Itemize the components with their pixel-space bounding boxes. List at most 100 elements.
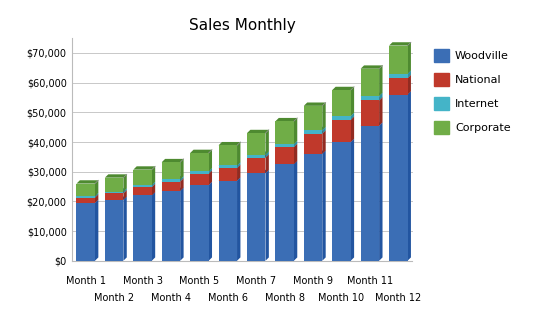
Bar	[190, 171, 208, 174]
Polygon shape	[180, 159, 184, 179]
Polygon shape	[361, 93, 382, 96]
Bar	[389, 78, 408, 94]
Bar	[389, 94, 408, 261]
Bar	[218, 165, 237, 168]
Polygon shape	[237, 177, 240, 261]
Polygon shape	[322, 130, 326, 154]
Polygon shape	[351, 87, 354, 116]
Bar	[162, 179, 180, 182]
Bar	[332, 142, 351, 261]
Title: Sales Monthly: Sales Monthly	[189, 18, 295, 33]
Polygon shape	[95, 200, 98, 261]
Polygon shape	[237, 162, 240, 168]
Polygon shape	[332, 113, 354, 116]
Polygon shape	[133, 166, 155, 169]
Polygon shape	[105, 188, 126, 192]
Polygon shape	[351, 139, 354, 261]
Polygon shape	[76, 200, 98, 203]
Polygon shape	[105, 190, 126, 193]
Bar	[218, 181, 237, 261]
Polygon shape	[322, 127, 326, 134]
Polygon shape	[276, 144, 297, 147]
Polygon shape	[266, 151, 269, 158]
Polygon shape	[304, 127, 326, 130]
Text: Month 2: Month 2	[94, 293, 134, 303]
Text: Month 8: Month 8	[265, 293, 305, 303]
Polygon shape	[294, 144, 297, 164]
Polygon shape	[208, 170, 212, 185]
Bar	[276, 121, 294, 144]
Polygon shape	[304, 130, 326, 134]
Polygon shape	[247, 130, 269, 133]
Bar	[133, 185, 152, 187]
Bar	[76, 203, 95, 261]
Polygon shape	[247, 155, 269, 158]
Polygon shape	[294, 161, 297, 261]
Polygon shape	[152, 166, 155, 185]
Bar	[247, 158, 266, 173]
Polygon shape	[247, 170, 269, 173]
Bar	[218, 145, 237, 165]
Text: Month 11: Month 11	[347, 276, 393, 286]
Polygon shape	[276, 141, 297, 144]
Text: Month 12: Month 12	[375, 293, 421, 303]
Polygon shape	[351, 113, 354, 120]
Bar	[76, 197, 95, 203]
Polygon shape	[266, 130, 269, 155]
Polygon shape	[237, 142, 240, 165]
Bar	[247, 133, 266, 155]
Bar	[389, 74, 408, 78]
Bar	[332, 90, 351, 116]
Text: Month 10: Month 10	[318, 293, 365, 303]
Bar	[105, 200, 123, 261]
Polygon shape	[123, 188, 126, 193]
Polygon shape	[162, 159, 184, 162]
Bar	[133, 187, 152, 196]
Polygon shape	[266, 170, 269, 261]
Polygon shape	[180, 188, 184, 261]
Bar	[304, 130, 322, 134]
Bar	[247, 173, 266, 261]
Polygon shape	[180, 176, 184, 182]
Bar	[361, 126, 379, 261]
Bar	[276, 144, 294, 147]
Polygon shape	[208, 150, 212, 171]
Polygon shape	[361, 66, 382, 69]
Polygon shape	[76, 193, 98, 196]
Polygon shape	[389, 91, 411, 94]
Polygon shape	[247, 151, 269, 155]
Bar	[190, 174, 208, 185]
Bar	[389, 45, 408, 74]
Polygon shape	[408, 42, 411, 74]
Polygon shape	[190, 182, 212, 185]
Polygon shape	[294, 141, 297, 147]
Polygon shape	[105, 197, 126, 200]
Polygon shape	[95, 180, 98, 196]
Polygon shape	[133, 182, 155, 185]
Polygon shape	[266, 155, 269, 173]
Bar	[332, 120, 351, 142]
Text: Month 1: Month 1	[65, 276, 106, 286]
Bar	[162, 191, 180, 261]
Polygon shape	[76, 180, 98, 183]
Polygon shape	[361, 122, 382, 126]
Bar	[304, 106, 322, 130]
Polygon shape	[304, 102, 326, 106]
Polygon shape	[332, 139, 354, 142]
Bar	[162, 162, 180, 179]
Bar	[133, 169, 152, 185]
Polygon shape	[152, 182, 155, 187]
Bar	[304, 154, 322, 261]
Bar	[133, 196, 152, 261]
Polygon shape	[123, 174, 126, 192]
Polygon shape	[351, 116, 354, 142]
Polygon shape	[190, 170, 212, 174]
Polygon shape	[237, 165, 240, 181]
Polygon shape	[162, 178, 184, 182]
Polygon shape	[408, 71, 411, 78]
Polygon shape	[294, 118, 297, 144]
Polygon shape	[332, 87, 354, 90]
Polygon shape	[180, 178, 184, 191]
Legend: Woodville, National, Internet, Corporate: Woodville, National, Internet, Corporate	[428, 44, 516, 140]
Polygon shape	[190, 168, 212, 171]
